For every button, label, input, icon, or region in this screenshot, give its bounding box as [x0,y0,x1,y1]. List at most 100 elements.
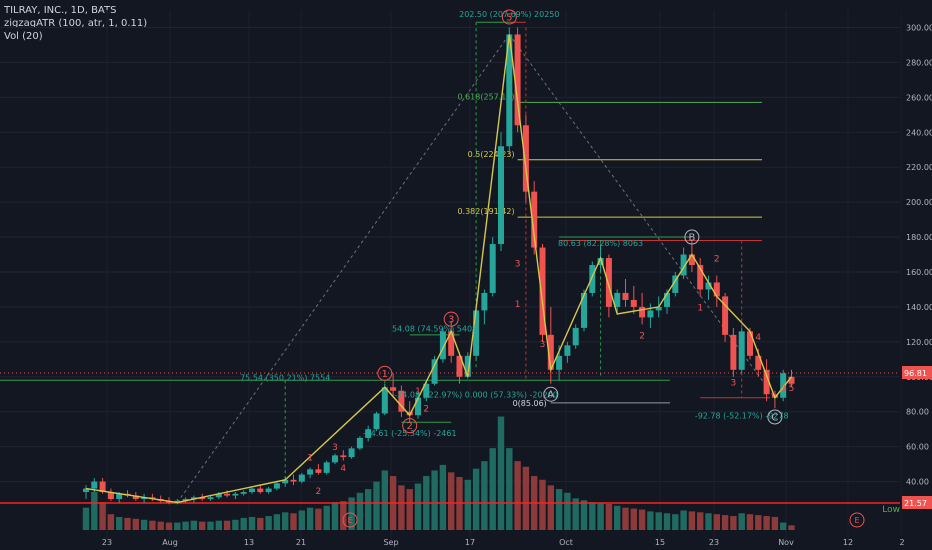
volume-bar [140,519,148,530]
volume-bar [257,517,264,530]
volume-bar [738,513,745,530]
candle-body [340,455,347,458]
candle-body [174,500,181,503]
candle-body [257,488,264,493]
measure-label: 75.54 (350.21%) 7554 [240,373,330,382]
sub-wave-label: 2 [316,487,322,497]
sub-wave-label: 2 [523,129,529,139]
y-tick-label: 160.00 [906,268,932,277]
x-tick-label: Oct [559,538,573,547]
volume-bar [182,521,189,530]
x-tick-label: Nov [778,538,794,547]
candle-body [91,481,98,489]
candle-body [381,387,388,414]
volume-bar [448,472,455,530]
candle-body [290,479,297,482]
candle-body [249,488,255,493]
candle-body [406,411,413,416]
x-tick-label: 13 [244,538,254,547]
x-tick-label: 2 [899,538,904,547]
volume-bar [589,502,596,530]
volume-bar [373,481,380,530]
measure-label: 80.63 (82.28%) 8063 [558,239,643,248]
volume-bar [99,502,106,530]
candle-body [423,383,430,398]
volume-bar [365,489,372,530]
sub-wave-label: 5 [789,384,795,394]
fib-zero-label: 0(85.06) [513,399,547,408]
sub-wave-label: 1 [415,387,421,397]
candle-body [697,265,704,290]
candle-body [356,437,363,449]
candle-body [622,292,629,300]
candle-body [323,462,330,473]
candle-body [556,355,563,370]
x-tick-label: 23 [709,538,719,547]
volume-bar [547,485,554,530]
volume-bar [165,522,173,530]
volume-bar [149,520,156,530]
volume-bar [506,448,513,530]
sub-wave-label: 3 [780,384,786,394]
y-tick-label: 260.00 [906,93,932,102]
x-tick-label: 21 [296,538,306,547]
candle-body [547,334,554,370]
candle-body [116,493,123,500]
y-tick-label: 80.00 [906,408,929,417]
axis-bg [902,0,932,550]
y-tick-label: 40.00 [906,478,929,487]
candle-body [390,387,397,391]
candle-body [722,296,729,335]
x-tick-label: 12 [843,538,853,547]
candle-body [456,355,463,377]
volume-bar [788,525,795,530]
volume-bar [647,511,654,530]
candle-body [755,355,762,370]
sub-wave-label: 4 [755,333,761,343]
low-label: Low [882,505,900,515]
event-marker [342,512,358,528]
candle-body [273,483,280,489]
fib-level-label: 0.618(257.13) [457,92,514,101]
candle-body [141,497,148,500]
volume-bar [298,510,305,530]
candle-body [315,469,322,473]
candle-body [282,479,289,484]
sub-wave-label: 2 [714,255,720,265]
candle-body [199,497,206,500]
volume-bar [680,510,687,530]
candle-body [215,493,222,498]
volume-bar [331,502,339,530]
candle-body [481,292,488,311]
volume-bar [199,521,206,530]
volume-bar [497,416,505,530]
wave-circle [684,229,700,245]
volume-bar [340,501,347,530]
volume-bar [514,461,521,530]
trend-dash-line [176,34,510,503]
volume-bar [721,515,729,530]
candle-body [107,492,114,500]
volume-bar [672,514,679,530]
candle-body [298,474,305,482]
volume-bar [157,521,164,530]
candle-body [639,306,646,318]
candle-body [539,247,546,335]
volume-bar [315,508,322,530]
y-tick-label: 140.00 [906,303,932,312]
volume-bar [323,505,330,530]
y-tick-label: 200.00 [906,198,932,207]
candle-body [190,497,197,500]
candle-body [439,331,446,360]
candle-body [448,331,455,356]
candle-body [788,376,795,384]
event-label: E [854,516,859,525]
event-label: E [347,516,352,525]
candle-body [589,265,596,293]
wave-label: 5 [506,12,512,23]
volume-bar [464,479,471,530]
volume-bar [655,512,662,530]
candle-body [730,334,737,370]
volume-label: Vol (20) [4,31,43,42]
